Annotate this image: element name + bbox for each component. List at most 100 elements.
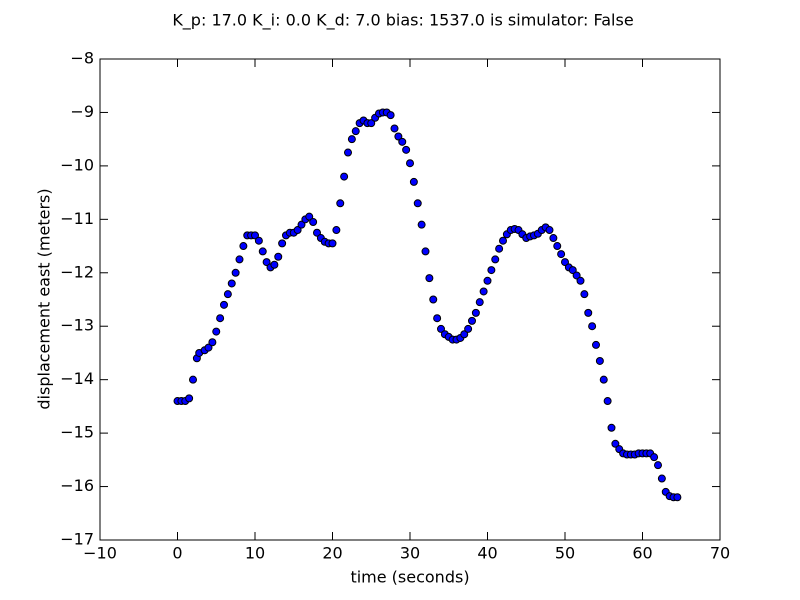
point xyxy=(212,327,221,336)
point xyxy=(417,220,426,229)
point xyxy=(332,226,341,235)
point xyxy=(227,279,236,288)
point xyxy=(592,340,600,349)
point xyxy=(220,300,228,309)
y-tick-label: −12 xyxy=(60,262,94,281)
point xyxy=(561,258,569,267)
point xyxy=(239,242,248,251)
point xyxy=(390,124,399,133)
point xyxy=(313,228,321,237)
point xyxy=(297,220,306,229)
point xyxy=(413,199,422,208)
point xyxy=(549,234,558,243)
point xyxy=(545,226,554,235)
point xyxy=(189,375,197,384)
y-tick-label: −17 xyxy=(60,530,94,549)
point xyxy=(607,423,616,432)
point xyxy=(235,255,244,264)
x-tick-label: 40 xyxy=(477,544,497,563)
point xyxy=(557,250,566,259)
point xyxy=(347,135,356,144)
axes-frame xyxy=(99,58,721,541)
point xyxy=(386,111,395,120)
point xyxy=(231,268,240,277)
y-tick-label: −11 xyxy=(60,209,94,228)
x-tick-label: 60 xyxy=(632,544,652,563)
x-tick-label: −10 xyxy=(83,544,117,563)
point xyxy=(208,338,217,347)
point xyxy=(495,244,504,253)
point xyxy=(433,314,442,323)
point xyxy=(344,148,352,157)
point xyxy=(464,324,473,333)
point xyxy=(603,397,612,406)
point xyxy=(673,493,682,502)
point xyxy=(553,242,562,251)
x-tick-label: 20 xyxy=(322,544,342,563)
point xyxy=(223,290,232,299)
point xyxy=(309,218,318,227)
point xyxy=(204,343,213,352)
point xyxy=(572,271,581,280)
point xyxy=(429,295,438,304)
point xyxy=(483,276,492,285)
x-tick-label: 70 xyxy=(710,544,730,563)
point xyxy=(185,394,194,403)
point xyxy=(657,474,666,483)
y-tick-label: −16 xyxy=(60,476,94,495)
y-tick-label: −8 xyxy=(70,49,94,68)
point xyxy=(437,324,445,333)
point xyxy=(394,132,403,141)
point xyxy=(216,314,225,323)
x-tick-label: 0 xyxy=(172,544,182,563)
point xyxy=(468,316,476,325)
y-tick-label: −10 xyxy=(60,155,94,174)
point xyxy=(611,439,620,448)
point xyxy=(406,159,414,168)
point xyxy=(402,145,411,154)
point xyxy=(367,119,376,128)
point xyxy=(305,212,314,221)
point xyxy=(588,322,597,331)
x-tick-label: 50 xyxy=(555,544,575,563)
point xyxy=(421,247,430,256)
point xyxy=(340,172,349,181)
y-tick-label: −14 xyxy=(60,369,94,388)
point xyxy=(475,298,484,307)
point xyxy=(576,276,585,285)
point xyxy=(599,375,608,384)
point xyxy=(274,252,283,261)
point xyxy=(425,274,434,283)
point xyxy=(595,356,604,365)
point xyxy=(654,461,662,470)
y-tick-label: −9 xyxy=(70,102,94,121)
x-tick-label: 10 xyxy=(245,544,265,563)
point xyxy=(278,239,287,248)
point xyxy=(499,236,507,245)
point xyxy=(351,127,360,136)
y-axis-label: displacement east (meters) xyxy=(35,188,54,409)
point xyxy=(479,287,488,296)
point xyxy=(398,137,407,146)
x-axis-label: time (seconds) xyxy=(350,568,469,587)
point xyxy=(580,290,589,299)
y-tick-label: −13 xyxy=(60,316,94,335)
y-tick-label: −15 xyxy=(60,423,94,442)
point xyxy=(471,308,480,317)
point xyxy=(491,255,500,264)
point xyxy=(650,453,659,462)
point xyxy=(336,199,345,208)
point xyxy=(409,177,418,186)
point xyxy=(293,226,302,235)
point xyxy=(568,266,577,275)
point xyxy=(584,308,593,317)
point xyxy=(460,330,469,339)
x-tick-label: 30 xyxy=(400,544,420,563)
point xyxy=(251,231,259,240)
point xyxy=(258,247,267,256)
chart-title: K_p: 17.0 K_i: 0.0 K_d: 7.0 bias: 1537.0… xyxy=(172,11,633,31)
point xyxy=(254,236,263,245)
point xyxy=(487,266,496,275)
